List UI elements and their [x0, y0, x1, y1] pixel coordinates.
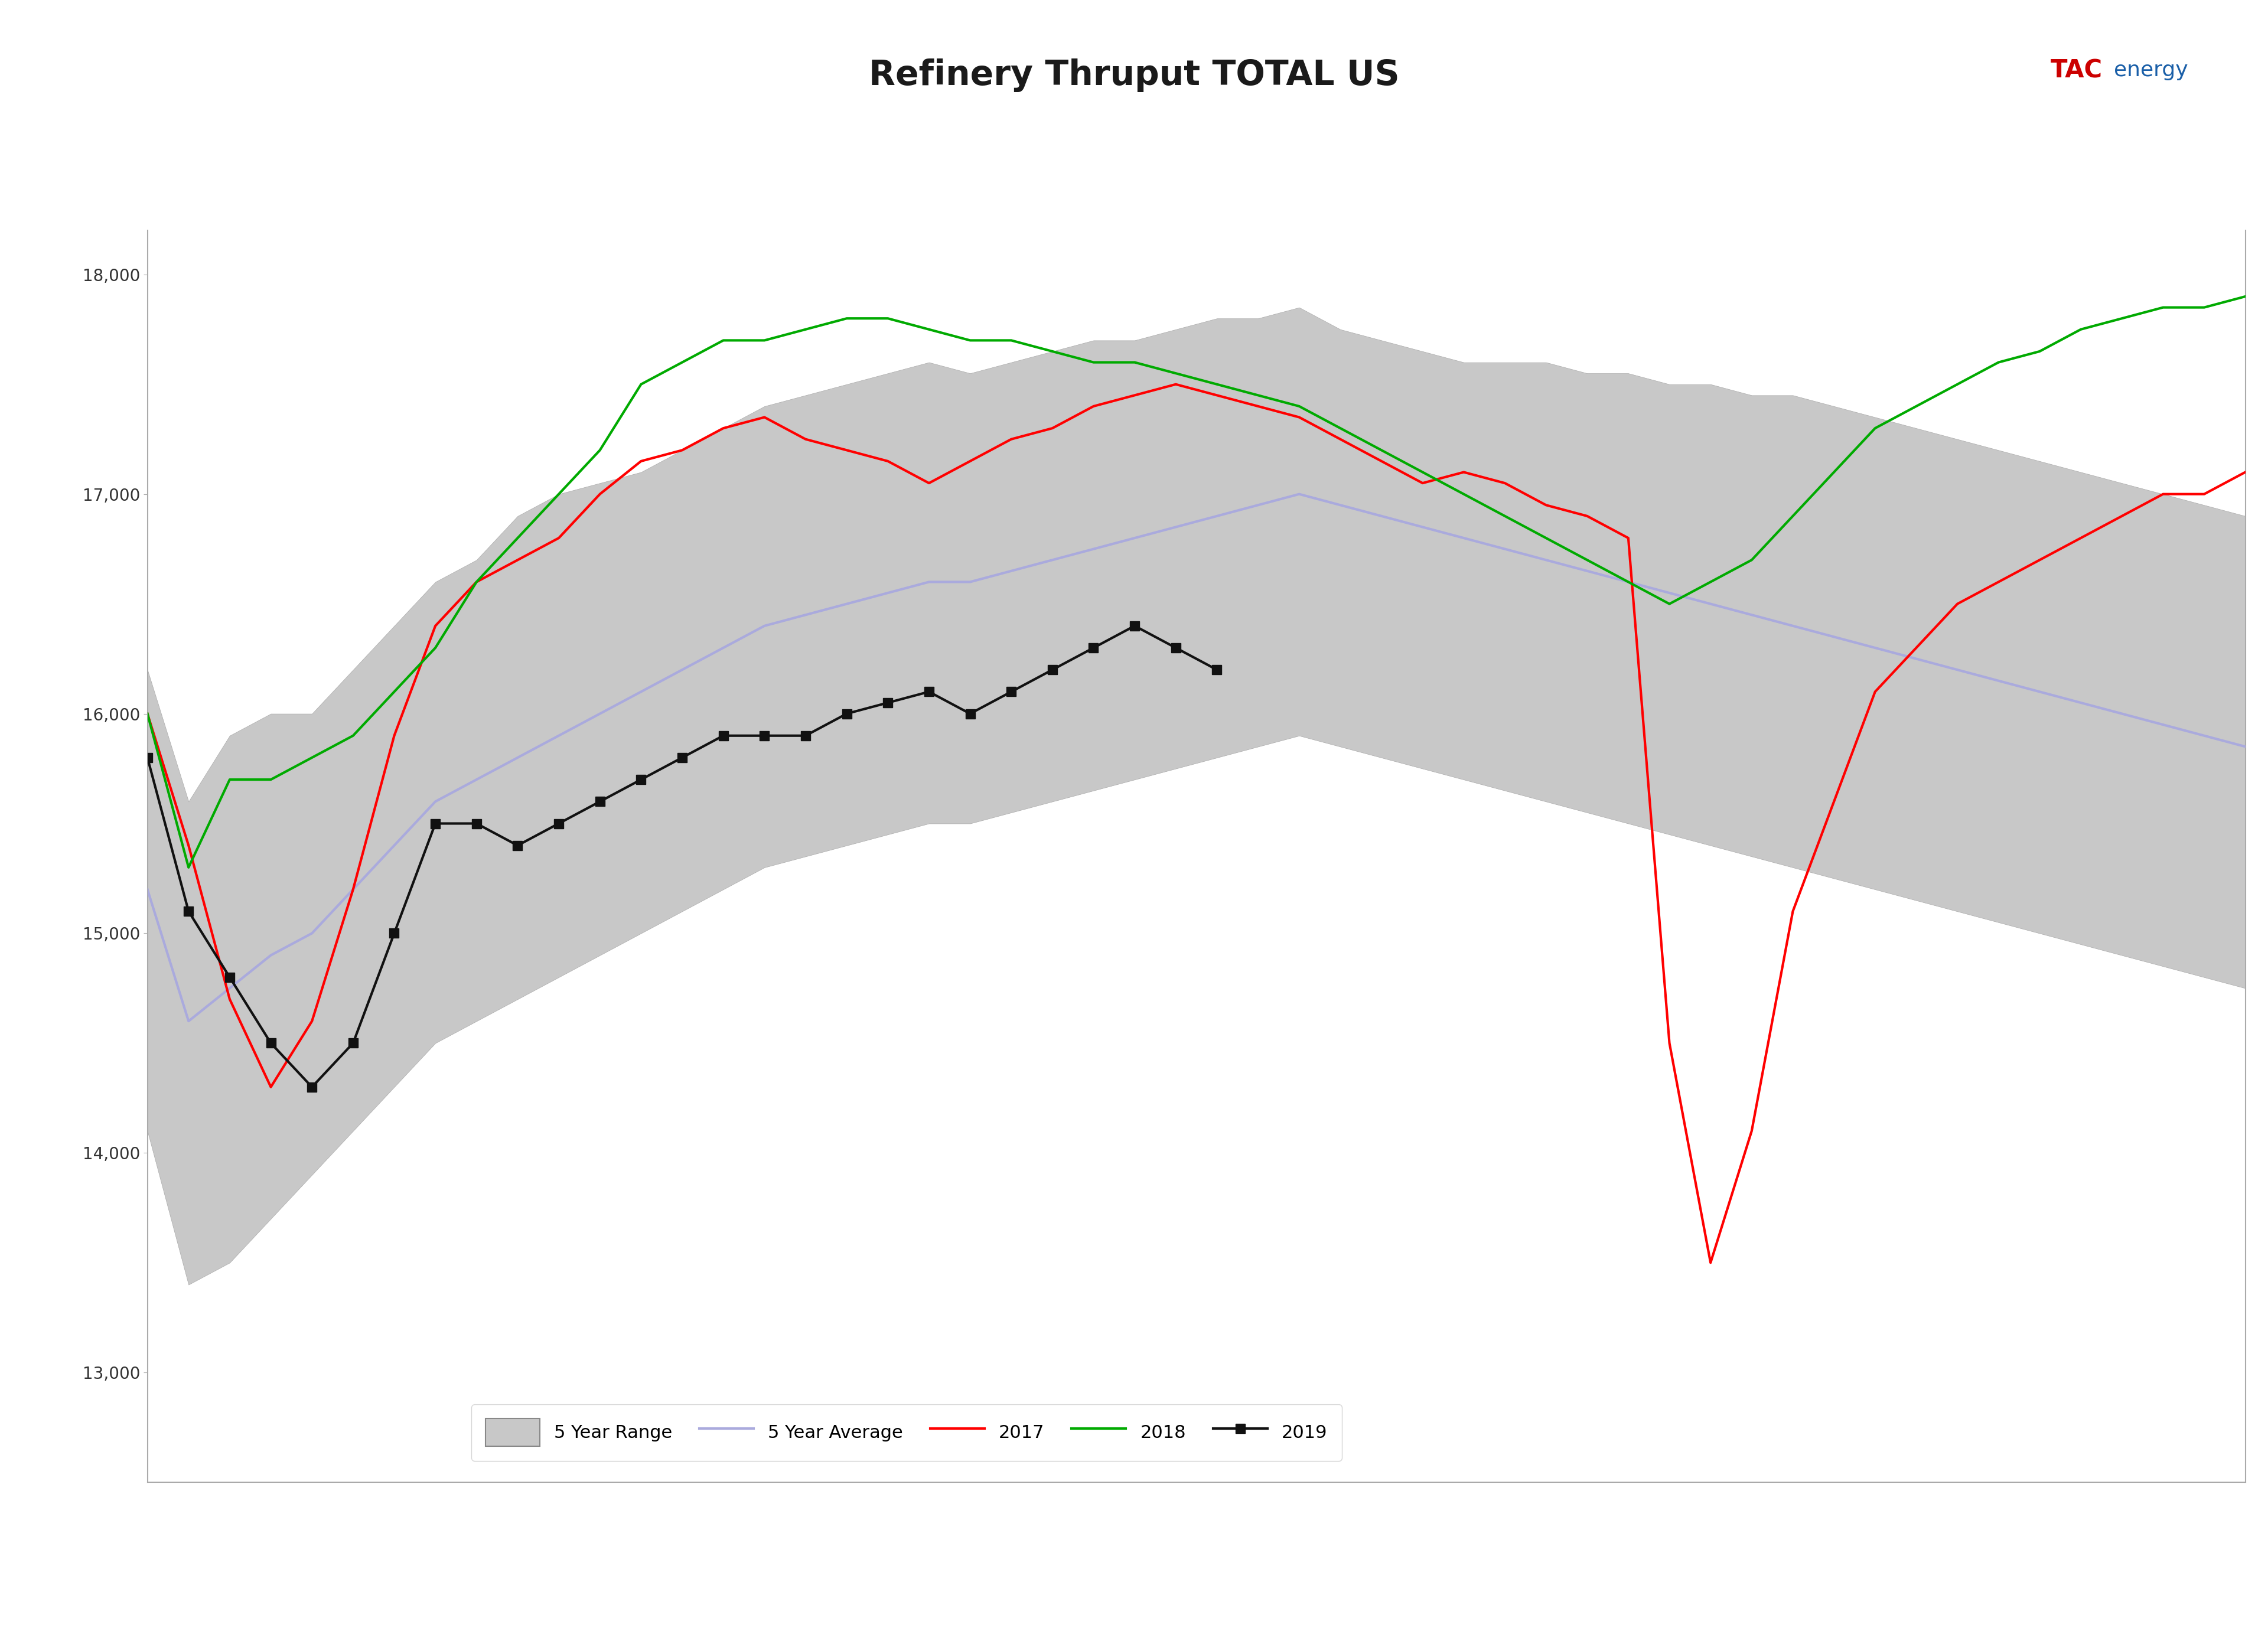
- Text: energy: energy: [2114, 61, 2189, 81]
- Text: TAC: TAC: [2050, 58, 2102, 82]
- Legend: 5 Year Range, 5 Year Average, 2017, 2018, 2019: 5 Year Range, 5 Year Average, 2017, 2018…: [472, 1403, 1343, 1461]
- Text: Refinery Thruput TOTAL US: Refinery Thruput TOTAL US: [869, 58, 1399, 92]
